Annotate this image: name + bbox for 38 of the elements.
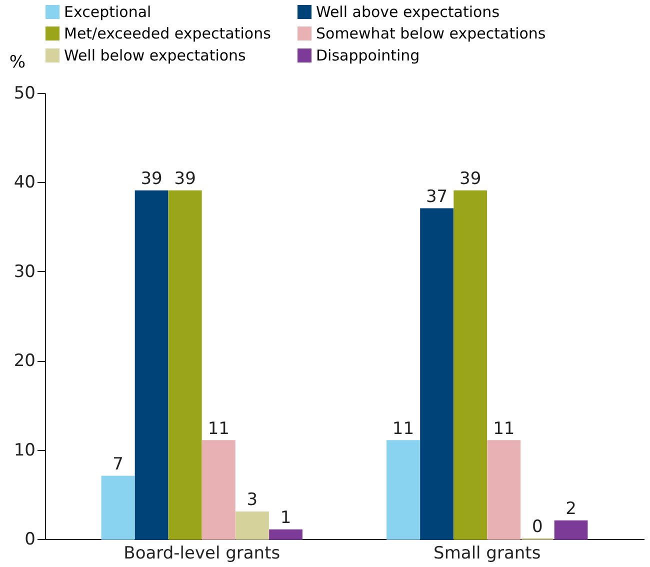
- y-tick-label: 50: [14, 84, 36, 104]
- y-tick-label: 0: [24, 530, 36, 550]
- bar: [168, 190, 202, 540]
- data-label: 11: [392, 418, 414, 439]
- data-label: 2: [566, 499, 576, 520]
- data-label: 39: [140, 169, 162, 190]
- bar: [454, 190, 488, 540]
- legend-label: Well above expectations: [316, 2, 500, 21]
- data-label: 1: [280, 508, 292, 528]
- bar: [386, 440, 420, 540]
- legend-label: Met/exceeded expectations: [64, 24, 272, 42]
- legend-label: Disappointing: [316, 46, 420, 64]
- data-label: 0: [532, 517, 543, 537]
- x-tick-label: Small grants: [434, 544, 541, 564]
- legend-label: Well below expectations: [64, 46, 246, 64]
- data-label: 11: [208, 418, 230, 439]
- bar: [487, 440, 521, 540]
- bar: [269, 529, 302, 540]
- bar: [420, 208, 454, 540]
- legend-label: Exceptional: [64, 2, 152, 21]
- bar: [236, 511, 269, 540]
- y-tick-label: 20: [14, 351, 36, 372]
- x-tick-label: Board-level grants: [124, 544, 280, 564]
- data-label: 39: [174, 169, 196, 190]
- data-label: 11: [493, 418, 515, 439]
- data-label: 39: [460, 169, 482, 190]
- y-tick-label: 40: [14, 172, 36, 193]
- data-label: 3: [246, 490, 258, 510]
- legend-label: Somewhat below expectations: [316, 24, 546, 42]
- bar: [554, 520, 588, 540]
- data-label: 7: [112, 454, 124, 475]
- data-label: 37: [426, 186, 448, 207]
- y-axis-title: %: [9, 52, 26, 72]
- bar: [134, 190, 168, 540]
- y-tick-label: 10: [14, 440, 36, 460]
- bar: [101, 476, 135, 540]
- bar: [202, 440, 236, 540]
- y-tick-label: 30: [14, 262, 36, 282]
